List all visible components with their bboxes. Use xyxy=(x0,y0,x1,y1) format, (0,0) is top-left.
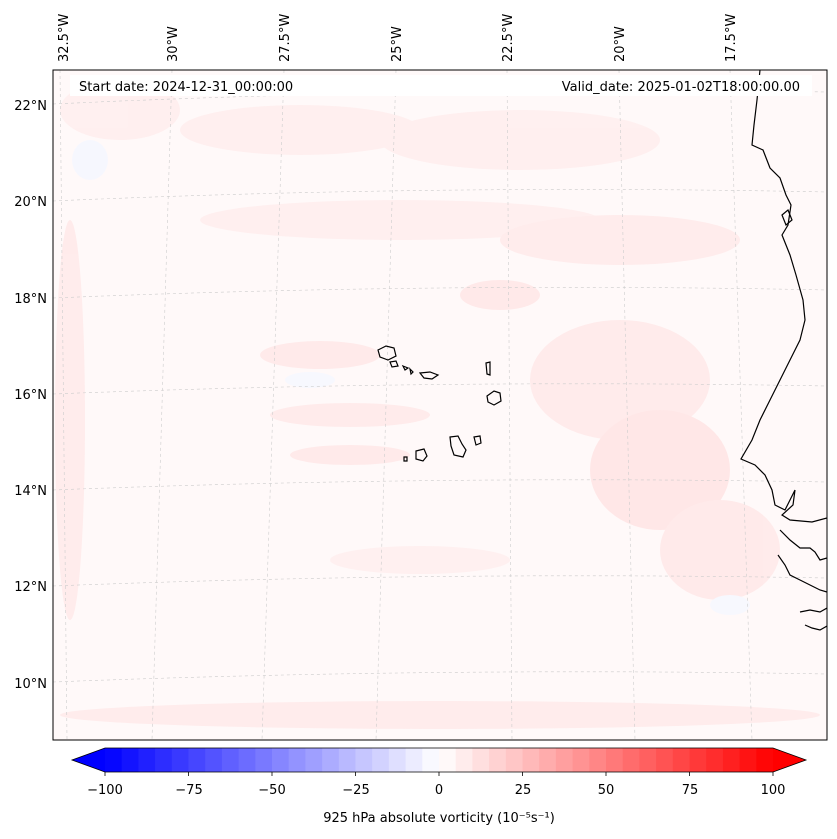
colorbar-segment xyxy=(555,748,574,772)
cb-tick-100: 100 xyxy=(761,783,786,798)
colorbar-segment xyxy=(539,748,557,772)
cb-tick-0: 0 xyxy=(435,783,443,798)
lat-label-12n: 12°N xyxy=(14,580,47,595)
colorbar-segment xyxy=(689,748,707,772)
colorbar-segment xyxy=(622,748,640,772)
colorbar-segment xyxy=(322,748,340,772)
islands xyxy=(377,345,502,462)
start-date-label: Start date: 2024-12-31_00:00:00 xyxy=(79,80,293,95)
lat-label-14n: 14°N xyxy=(14,484,47,499)
map-frame xyxy=(52,69,828,741)
lon-label-32-5w: 32.5°W xyxy=(57,14,72,62)
cb-tick-neg75: −75 xyxy=(175,783,202,798)
lon-label-27-5w: 27.5°W xyxy=(278,14,293,62)
colorbar-segment xyxy=(405,748,423,772)
colorbar-segment xyxy=(656,748,674,772)
colorbar-segment xyxy=(672,748,690,772)
colorbar-segment xyxy=(255,748,273,772)
colorbar-segment xyxy=(472,748,490,772)
colorbar-segment xyxy=(121,748,139,772)
colorbar-segment xyxy=(639,748,657,772)
colorbar-segment xyxy=(105,748,123,772)
colorbar xyxy=(70,747,808,776)
colorbar-segment xyxy=(238,748,256,772)
coastline xyxy=(740,70,827,631)
cb-tick-50: 50 xyxy=(598,783,615,798)
colorbar-segment xyxy=(305,748,323,772)
latitude-labels: 22°N 20°N 18°N 16°N 14°N 12°N 10°N xyxy=(14,99,47,692)
colorbar-segment xyxy=(188,748,206,772)
lat-label-22n: 22°N xyxy=(14,99,47,114)
colorbar-segment xyxy=(706,748,724,772)
colorbar-segment xyxy=(355,748,373,772)
lat-label-10n: 10°N xyxy=(14,677,47,692)
colorbar-segment xyxy=(388,748,407,772)
longitude-labels: 32.5°W 30°W 27.5°W 25°W 22.5°W 20°W 17.5… xyxy=(57,14,739,62)
colorbar-segment xyxy=(572,748,590,772)
colorbar-ticks: −100 −75 −50 −25 0 25 50 75 100 xyxy=(87,783,785,798)
vorticity-field xyxy=(55,80,820,729)
lat-label-18n: 18°N xyxy=(14,292,47,307)
colorbar-segment xyxy=(505,748,523,772)
lon-label-30w: 30°W xyxy=(166,26,181,62)
cb-tick-neg25: −25 xyxy=(342,783,369,798)
cb-tick-neg50: −50 xyxy=(258,783,285,798)
lon-label-17-5w: 17.5°W xyxy=(724,14,739,62)
lat-label-16n: 16°N xyxy=(14,388,47,403)
cb-tick-75: 75 xyxy=(682,783,699,798)
cb-tick-25: 25 xyxy=(515,783,532,798)
lon-label-20w: 20°W xyxy=(613,26,628,62)
map-background xyxy=(53,70,827,740)
colorbar-segment xyxy=(422,748,440,772)
colorbar-segment xyxy=(205,748,223,772)
colorbar-segment xyxy=(155,748,173,772)
colorbar-segment xyxy=(606,748,624,772)
lat-label-20n: 20°N xyxy=(14,195,47,210)
colorbar-segment xyxy=(372,748,390,772)
colorbar-extend-low xyxy=(72,748,105,772)
date-banner xyxy=(70,75,812,96)
colorbar-segment xyxy=(288,748,306,772)
colorbar-label: 925 hPa absolute vorticity (10⁻⁵s⁻¹) xyxy=(323,811,555,826)
colorbar-segment xyxy=(722,748,741,772)
colorbar-segment xyxy=(221,748,240,772)
colorbar-segment xyxy=(171,748,189,772)
colorbar-segment xyxy=(439,748,457,772)
colorbar-segment xyxy=(589,748,607,772)
colorbar-extend-high xyxy=(773,748,806,772)
colorbar-segment xyxy=(756,748,774,772)
cb-tick-neg100: −100 xyxy=(87,783,123,798)
lon-label-25w: 25°W xyxy=(390,26,405,62)
colorbar-segment xyxy=(338,748,356,772)
colorbar-segment xyxy=(739,748,757,772)
colorbar-segment xyxy=(522,748,540,772)
map-panel xyxy=(53,70,827,740)
lon-label-22-5w: 22.5°W xyxy=(501,14,516,62)
valid-date-label: Valid_date: 2025-01-02T18:00:00.00 xyxy=(562,80,800,95)
colorbar-segment xyxy=(138,748,156,772)
colorbar-segment xyxy=(455,748,473,772)
gridlines xyxy=(53,70,827,740)
colorbar-segment xyxy=(272,748,290,772)
colorbar-segment xyxy=(489,748,507,772)
